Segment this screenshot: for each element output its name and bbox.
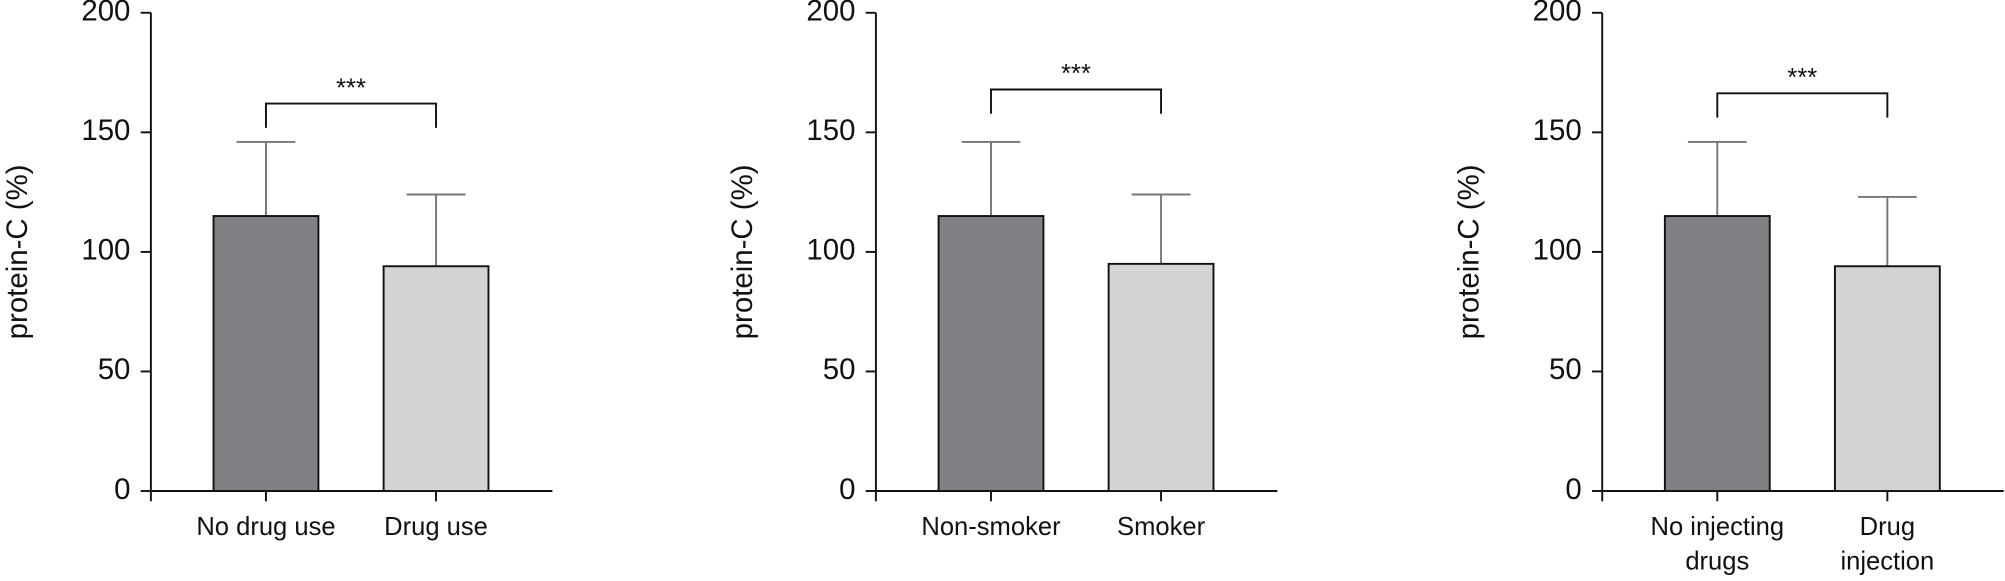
- y-tick-label: 200: [1533, 0, 1582, 28]
- significance-label: ***: [1787, 64, 1817, 92]
- y-tick-label: 150: [1533, 114, 1582, 147]
- bar: [212, 215, 320, 492]
- significance-bracket: [1716, 92, 1889, 118]
- y-axis-label: protein-C (%): [726, 164, 759, 339]
- significance-bracket: [265, 102, 437, 128]
- x-tick-label: No drug use: [196, 513, 335, 541]
- y-tick-label: 50: [98, 353, 131, 386]
- significance-label: ***: [336, 74, 366, 102]
- y-tick-label: 100: [81, 234, 130, 267]
- y-tick-label: 200: [806, 0, 855, 28]
- y-tick-label: 0: [839, 473, 855, 506]
- x-tick-label: Drug injection: [1840, 513, 1934, 576]
- y-tick-label: 150: [81, 114, 130, 147]
- y-axis-label: protein-C (%): [1, 164, 34, 339]
- bar: [1107, 262, 1215, 492]
- bar: [382, 265, 490, 492]
- y-tick-label: 100: [1533, 234, 1582, 267]
- y-axis-label: protein-C (%): [1452, 164, 1485, 339]
- x-tick-label: Non-smoker: [921, 513, 1061, 541]
- bar: [1833, 265, 1941, 492]
- y-tick-label: 0: [1565, 473, 1581, 506]
- y-tick-label: 50: [823, 353, 856, 386]
- x-tick-label: Smoker: [1117, 513, 1206, 541]
- y-tick-label: 50: [1549, 353, 1582, 386]
- y-tick-label: 100: [806, 234, 855, 267]
- significance-bracket: [990, 88, 1163, 114]
- y-tick-label: 200: [81, 0, 130, 28]
- significance-label: ***: [1061, 60, 1091, 88]
- y-tick-label: 150: [806, 114, 855, 147]
- bar: [937, 215, 1045, 492]
- x-tick-label: No injecting drugs: [1651, 513, 1785, 576]
- x-tick-label: Drug use: [384, 513, 488, 541]
- y-tick-label: 0: [114, 473, 130, 506]
- bar: [1663, 215, 1771, 492]
